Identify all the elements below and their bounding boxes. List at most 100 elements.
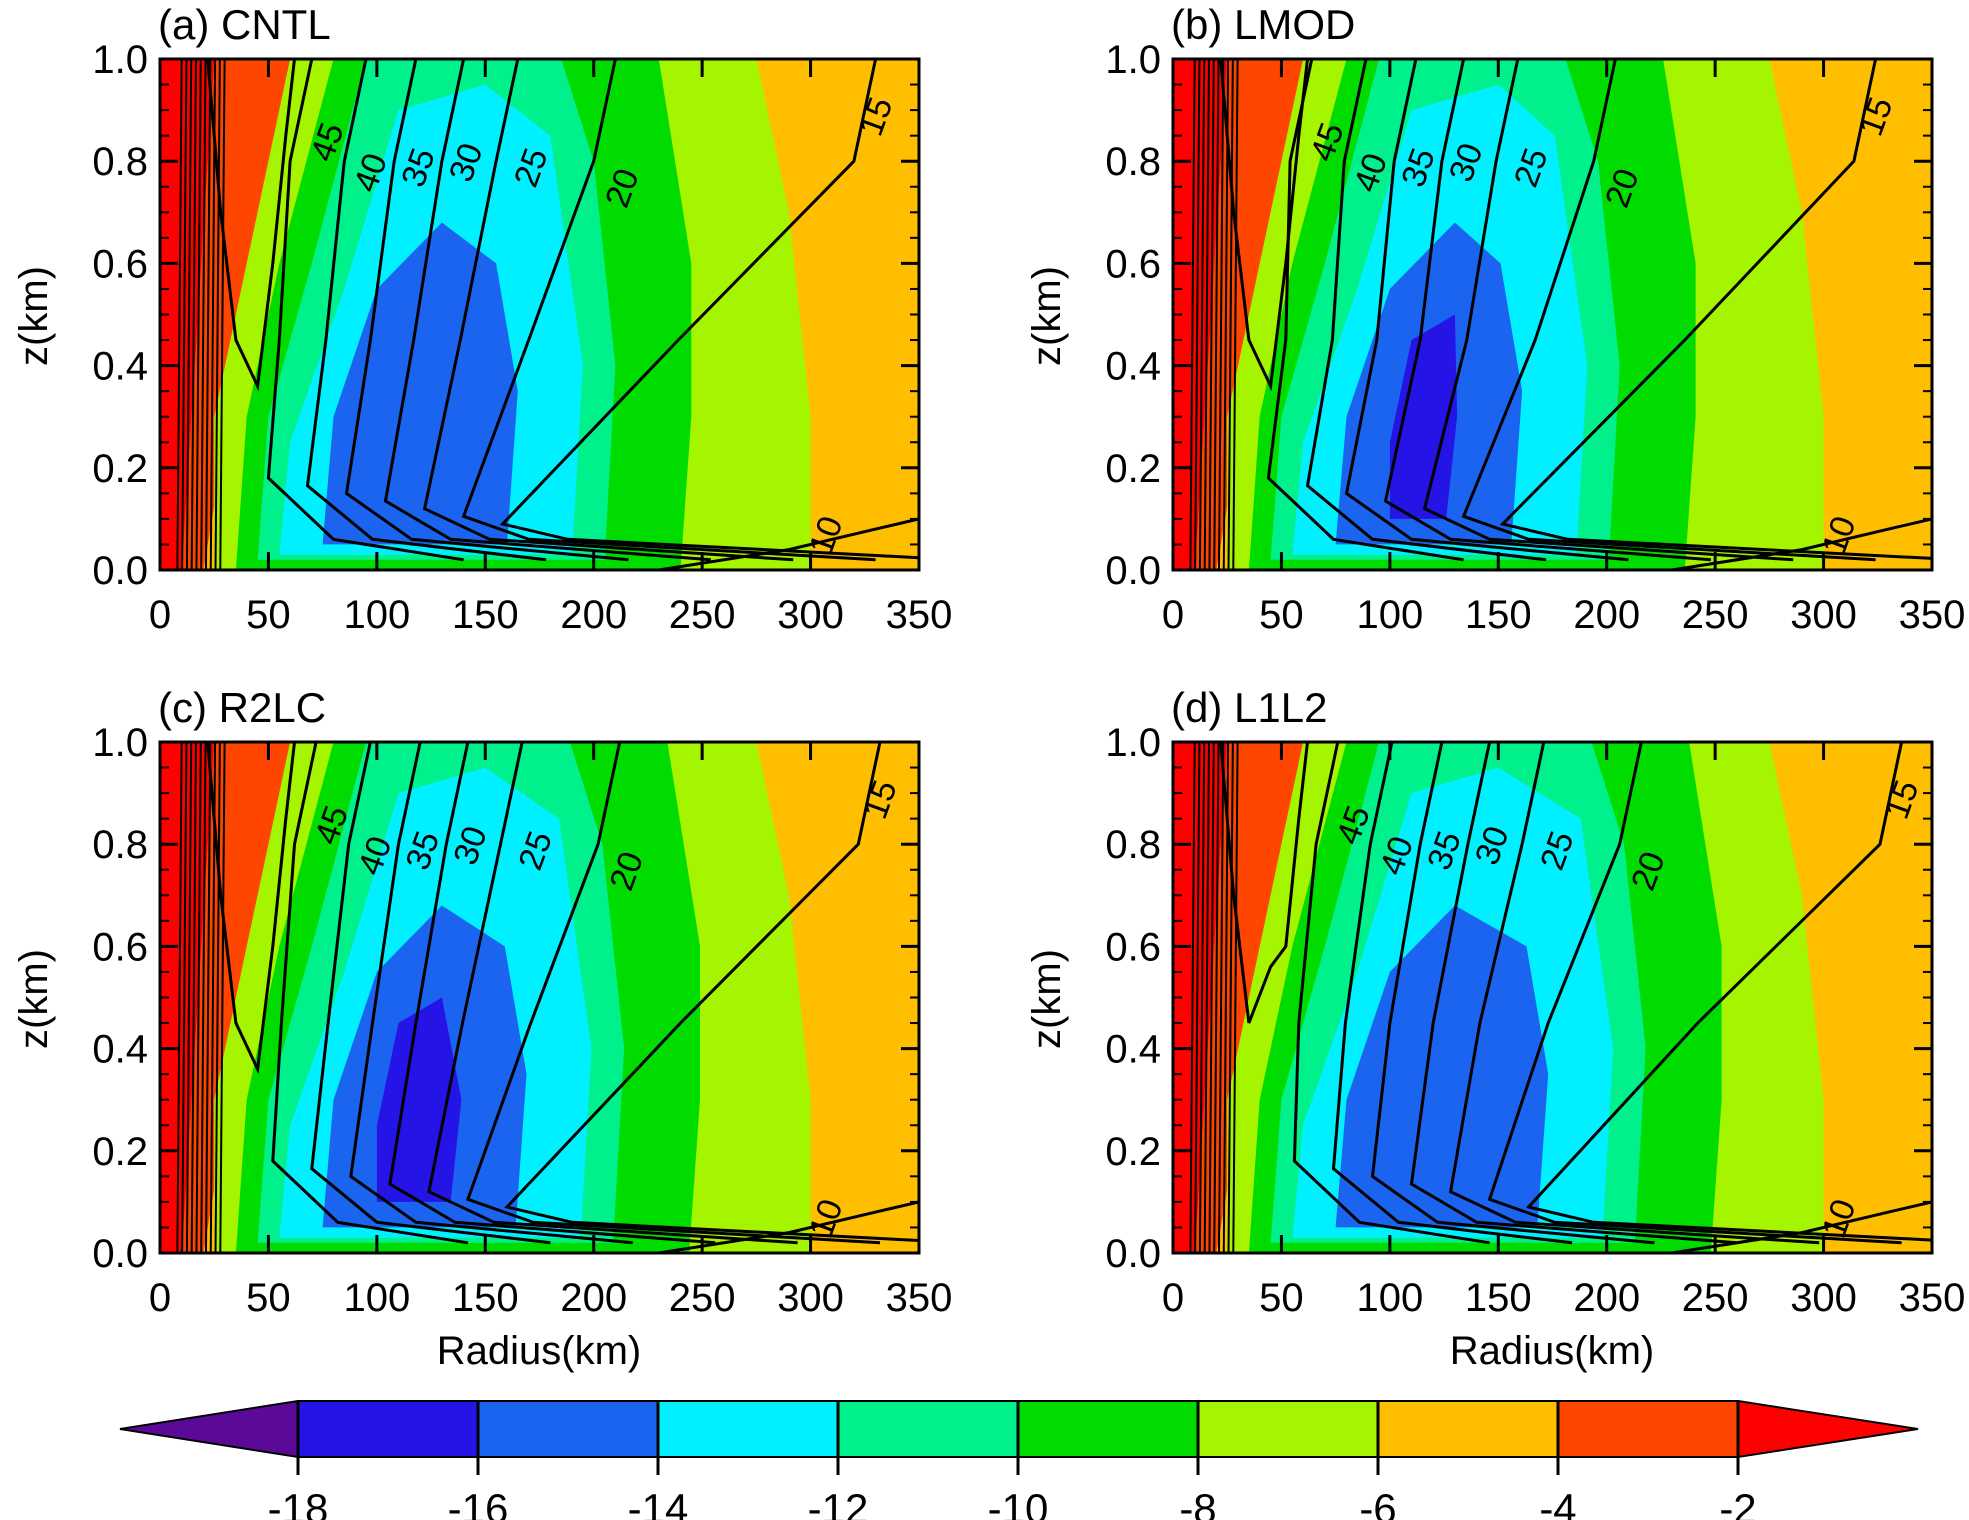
inner-contour-line: [1208, 59, 1215, 570]
contour-line-40: [305, 59, 547, 562]
contour-line-45: [1292, 742, 1490, 1245]
inner-contour-line: [209, 59, 217, 570]
inner-contour-line: [195, 742, 202, 1253]
inner-contour-line: [219, 742, 226, 1253]
y-tick-label: 1.0: [1105, 721, 1161, 765]
contour-line-25: [1422, 59, 1794, 562]
inner-contour-line: [219, 59, 226, 570]
inner-contour-line: [1232, 742, 1239, 1253]
contour-line-50: [1219, 59, 1309, 392]
inner-contour-line: [1203, 742, 1210, 1253]
contour-line-25: [422, 59, 794, 562]
x-tick-label: 250: [669, 1276, 736, 1320]
y-tick-label: 0.8: [92, 140, 148, 184]
axis-ticks: 0 50 100 150 200 250 300 350 0.0 0.2 0.4 0.6 0.8 1.0: [1105, 38, 1965, 637]
inner-contour-line: [1217, 742, 1225, 1253]
y-axis-label: z(km): [12, 949, 56, 1049]
colorbar-segment: [477, 1400, 659, 1458]
x-axis-label: Radius(km): [437, 1329, 641, 1373]
colorbar-arrow-high: [1737, 1399, 1919, 1459]
x-tick-label: 0: [1162, 1276, 1184, 1320]
x-tick-label: 300: [1790, 1276, 1857, 1320]
inner-contour-line: [195, 59, 202, 570]
colorbar-tick-label: -4: [1539, 1485, 1576, 1520]
inner-contour-line: [1194, 742, 1201, 1253]
y-tick-label: 0.4: [1105, 345, 1161, 389]
x-tick-label: 350: [1899, 593, 1966, 637]
inner-contour-line: [190, 59, 197, 570]
x-axis-label: Radius(km): [1450, 1329, 1654, 1373]
inner-contour-line: [1189, 59, 1196, 570]
inner-contour-line: [1198, 742, 1206, 1253]
inner-contour-line: [209, 742, 217, 1253]
panel-title: (d) L1L2: [1171, 684, 1327, 731]
x-tick-label: 0: [1162, 593, 1184, 637]
inner-contour-line: [181, 742, 188, 1253]
contour-line-35: [344, 59, 629, 562]
colorbar-tick-label: -18: [268, 1485, 329, 1520]
inner-contour-line: [1189, 742, 1196, 1253]
contour-line-45: [1266, 59, 1464, 562]
contour-line-20: [465, 742, 881, 1245]
contour-line-15: [504, 742, 919, 1243]
x-tick-label: 100: [343, 593, 410, 637]
panel-title: (a) CNTL: [158, 1, 331, 48]
x-tick-label: 150: [1465, 1276, 1532, 1320]
y-tick-label: 0.6: [92, 242, 148, 286]
colorbar-segment: [1557, 1400, 1739, 1458]
y-tick-label: 0.6: [1105, 925, 1161, 969]
inner-contour-line: [1213, 742, 1220, 1253]
x-tick-label: 300: [1790, 593, 1857, 637]
x-tick-label: 350: [886, 593, 953, 637]
x-tick-label: 50: [1259, 593, 1304, 637]
y-tick-label: 0.0: [1105, 549, 1161, 593]
x-tick-label: 300: [777, 1276, 844, 1320]
x-tick-label: 350: [1899, 1276, 1966, 1320]
inner-contour-line: [176, 742, 183, 1253]
x-tick-label: 200: [1573, 1276, 1640, 1320]
contour-line-10: [1671, 1200, 1932, 1253]
x-tick-label: 200: [560, 1276, 627, 1320]
y-tick-label: 0.4: [92, 1028, 148, 1072]
x-tick-label: 0: [149, 1276, 171, 1320]
inner-contour-line: [1227, 742, 1234, 1253]
inner-contour-line: [1203, 59, 1210, 570]
x-tick-label: 250: [669, 593, 736, 637]
colorbar-tick-label: -8: [1179, 1485, 1216, 1520]
y-tick-label: 0.4: [92, 345, 148, 389]
y-tick-label: 0.0: [92, 1232, 148, 1276]
shaded-region-7: [1335, 905, 1549, 1228]
shaded-region-8: [1389, 314, 1458, 519]
y-tick-label: 0.2: [92, 1130, 148, 1174]
inner-contour-line: [200, 742, 207, 1253]
inner-contour-line: [1194, 59, 1201, 570]
axis-ticks: 0 50 100 150 200 250 300 350 0.0 0.2 0.4 0.6 0.8 1.0: [92, 721, 952, 1320]
inner-contour-line: [214, 59, 221, 570]
axis-ticks: 0 50 100 150 200 250 300 350 0.0 0.2 0.4 0.6 0.8 1.0: [1105, 721, 1965, 1320]
colorbar-segment: [657, 1400, 839, 1458]
contour-line-50: [206, 59, 296, 392]
contour-line-30: [388, 742, 716, 1245]
x-tick-label: 300: [777, 593, 844, 637]
x-tick-label: 150: [452, 593, 519, 637]
colorbar-segment: [1197, 1400, 1379, 1458]
y-tick-label: 0.0: [92, 549, 148, 593]
x-tick-label: 100: [343, 1276, 410, 1320]
x-tick-label: 350: [886, 1276, 953, 1320]
contour-line-10: [658, 517, 919, 570]
inner-contour-line: [1213, 59, 1220, 570]
colorbar-tick-label: -10: [988, 1485, 1049, 1520]
x-tick-label: 150: [452, 1276, 519, 1320]
y-tick-label: 1.0: [92, 721, 148, 765]
colorbar: -18 -16 -14 -12 -10 -8 -6 -4 -2: [119, 1399, 1919, 1520]
inner-contour-line: [1198, 59, 1206, 570]
inner-contour-line: [1227, 59, 1234, 570]
y-tick-label: 0.6: [92, 925, 148, 969]
colorbar-tick-label: -16: [448, 1485, 509, 1520]
contour-line-10: [658, 1200, 919, 1253]
contour-line-20: [1487, 742, 1902, 1245]
inner-contour-line: [204, 59, 212, 570]
x-tick-label: 200: [1573, 593, 1640, 637]
